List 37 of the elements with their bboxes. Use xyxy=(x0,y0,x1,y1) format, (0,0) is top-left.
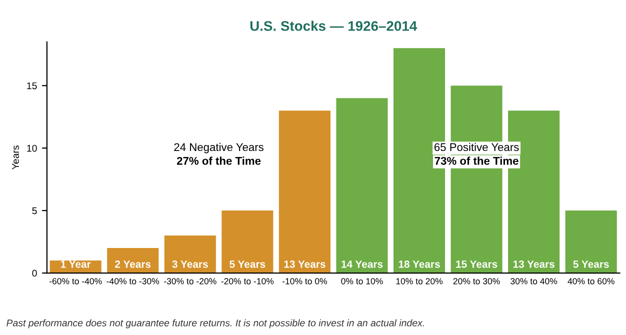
x-tick-label: 10% to 20% xyxy=(396,278,443,284)
bar xyxy=(164,236,216,274)
annotation: 27% of the Time xyxy=(176,156,261,165)
x-tick-label: 20% to 30% xyxy=(453,278,500,284)
x-tick-label: -10% to 0% xyxy=(282,278,328,284)
data-label: 14 Years xyxy=(342,260,383,268)
data-label: 15 Years xyxy=(456,260,498,268)
data-label: 2 Years xyxy=(115,260,151,268)
bar xyxy=(565,210,617,274)
bar xyxy=(336,98,388,274)
data-label: 13 Years xyxy=(284,260,326,268)
x-tick-label: 30% to 40% xyxy=(510,278,558,284)
bar xyxy=(107,248,159,274)
text: Past performance does not guarantee future returns. It is not possible to invest in an actual index. xyxy=(6,319,424,328)
bar xyxy=(278,110,330,274)
x-tick-label: 0% to 10% xyxy=(341,278,383,284)
y-tick-label: 10 xyxy=(27,144,37,152)
x-tick-label: -40% to -30% xyxy=(106,278,160,284)
annotation: 24 Negative Years xyxy=(174,142,264,154)
data-label: 13 Years xyxy=(513,260,554,268)
x-tick-label: 40% to 60% xyxy=(568,278,614,284)
x-tick-label: -60% to -40% xyxy=(49,278,102,284)
data-label: 5 Years xyxy=(230,260,266,268)
chart-title: U.S. Stocks — 1926–2014 xyxy=(250,20,418,31)
annotation: 65 Positive Years xyxy=(434,142,519,152)
x-tick-label: -30% to -20% xyxy=(164,278,216,284)
x-tick-label: -20% to -10% xyxy=(221,278,274,284)
bar xyxy=(222,210,274,274)
data-label: 1 Year xyxy=(60,260,91,268)
y-tick-label: 0 xyxy=(32,270,37,277)
y-tick-label: 5 xyxy=(32,207,37,214)
data-label: 5 Years xyxy=(573,260,609,268)
data-label: 18 Years xyxy=(398,260,440,268)
y-tick-label: 15 xyxy=(27,82,37,90)
annotation: 73% of the Time xyxy=(434,156,518,165)
data-label: 3 Years xyxy=(172,260,208,268)
y-axis-title: Years xyxy=(12,146,19,170)
